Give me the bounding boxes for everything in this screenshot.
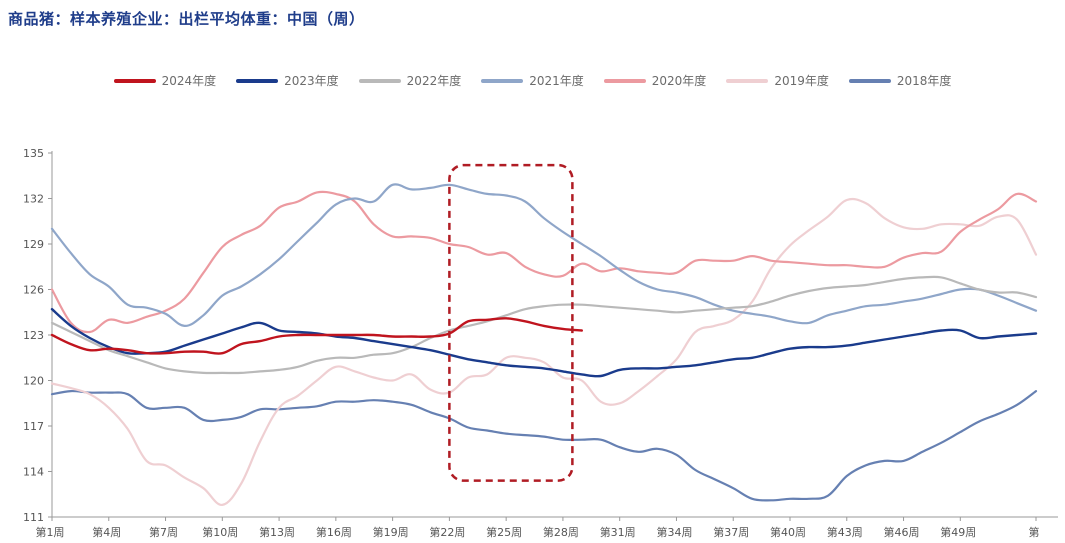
- y-tick-label: 114: [23, 466, 44, 479]
- legend-label: 2022年度: [406, 74, 462, 88]
- y-tick-label: 111: [23, 511, 44, 524]
- series-line-2024年度: [50, 317, 583, 355]
- legend-label: 2019年度: [774, 74, 829, 88]
- x-tick-label: 第34周: [656, 525, 692, 539]
- legend-label: 2023年度: [284, 74, 339, 88]
- legend-label: 2024年度: [161, 74, 217, 88]
- legend-label: 2018年度: [896, 74, 952, 88]
- x-tick-label: 第13周: [259, 525, 295, 539]
- x-tick-label: 第10周: [202, 525, 238, 539]
- chart-title: 商品猪：样本养殖企业：出栏平均体重：中国（周）: [8, 10, 365, 28]
- legend-swatch: [358, 78, 401, 83]
- x-tick-label: 第43周: [827, 525, 863, 539]
- legend-item[interactable]: 2020年度: [603, 72, 707, 89]
- series-line-2021年度: [50, 183, 1038, 327]
- legend-item[interactable]: 2018年度: [848, 72, 952, 89]
- y-tick-label: 123: [23, 329, 44, 342]
- x-tick-label: 第25周: [486, 525, 522, 539]
- x-tick-label: 第31周: [600, 525, 636, 539]
- y-tick-label: 132: [23, 193, 44, 206]
- legend-item[interactable]: 2021年度: [481, 72, 584, 89]
- y-tick-label: 129: [23, 238, 44, 251]
- y-tick-label: 135: [23, 147, 44, 160]
- x-tick-label: 第28周: [543, 525, 579, 539]
- x-tick-label: 第7周: [149, 525, 178, 539]
- x-tick-label: 第16周: [316, 525, 352, 539]
- legend-item[interactable]: 2023年度: [236, 72, 339, 89]
- x-tick-label: 第19周: [373, 525, 409, 539]
- y-tick-label: 126: [23, 284, 44, 297]
- legend-swatch: [236, 78, 279, 83]
- legend-swatch: [113, 78, 156, 83]
- x-tick-label: 第22周: [429, 525, 465, 539]
- series-line-2018年度: [50, 389, 1038, 502]
- legend-item[interactable]: 2022年度: [358, 72, 462, 89]
- chart-legend: 2024年度 2023年度 2022年度 2021年度 2020年度 2019年度 2018…: [0, 72, 1065, 89]
- x-tick-label: 第1周: [36, 525, 65, 539]
- legend-label: 2021年度: [529, 74, 584, 88]
- x-tick-label: 第49周: [940, 525, 976, 539]
- series-line-2020年度: [50, 190, 1038, 334]
- series-line-2022年度: [50, 275, 1038, 375]
- series-line-2023年度: [50, 308, 1038, 378]
- x-tick-label: 第: [1029, 525, 1040, 539]
- x-tick-label: 第37周: [713, 525, 749, 539]
- highlight-box: [448, 163, 574, 482]
- series-line-2019年度: [50, 197, 1038, 506]
- legend-item[interactable]: 2019年度: [726, 72, 829, 89]
- legend-swatch: [726, 78, 769, 83]
- x-tick-label: 第40周: [770, 525, 806, 539]
- legend-swatch: [848, 78, 891, 83]
- legend-item[interactable]: 2024年度: [113, 72, 217, 89]
- y-tick-label: 117: [23, 420, 44, 433]
- y-tick-label: 120: [23, 375, 44, 388]
- legend-swatch: [603, 78, 646, 83]
- x-tick-label: 第46周: [884, 525, 920, 539]
- x-tick-label: 第4周: [92, 525, 121, 539]
- legend-label: 2020年度: [651, 74, 707, 88]
- legend-swatch: [481, 78, 524, 83]
